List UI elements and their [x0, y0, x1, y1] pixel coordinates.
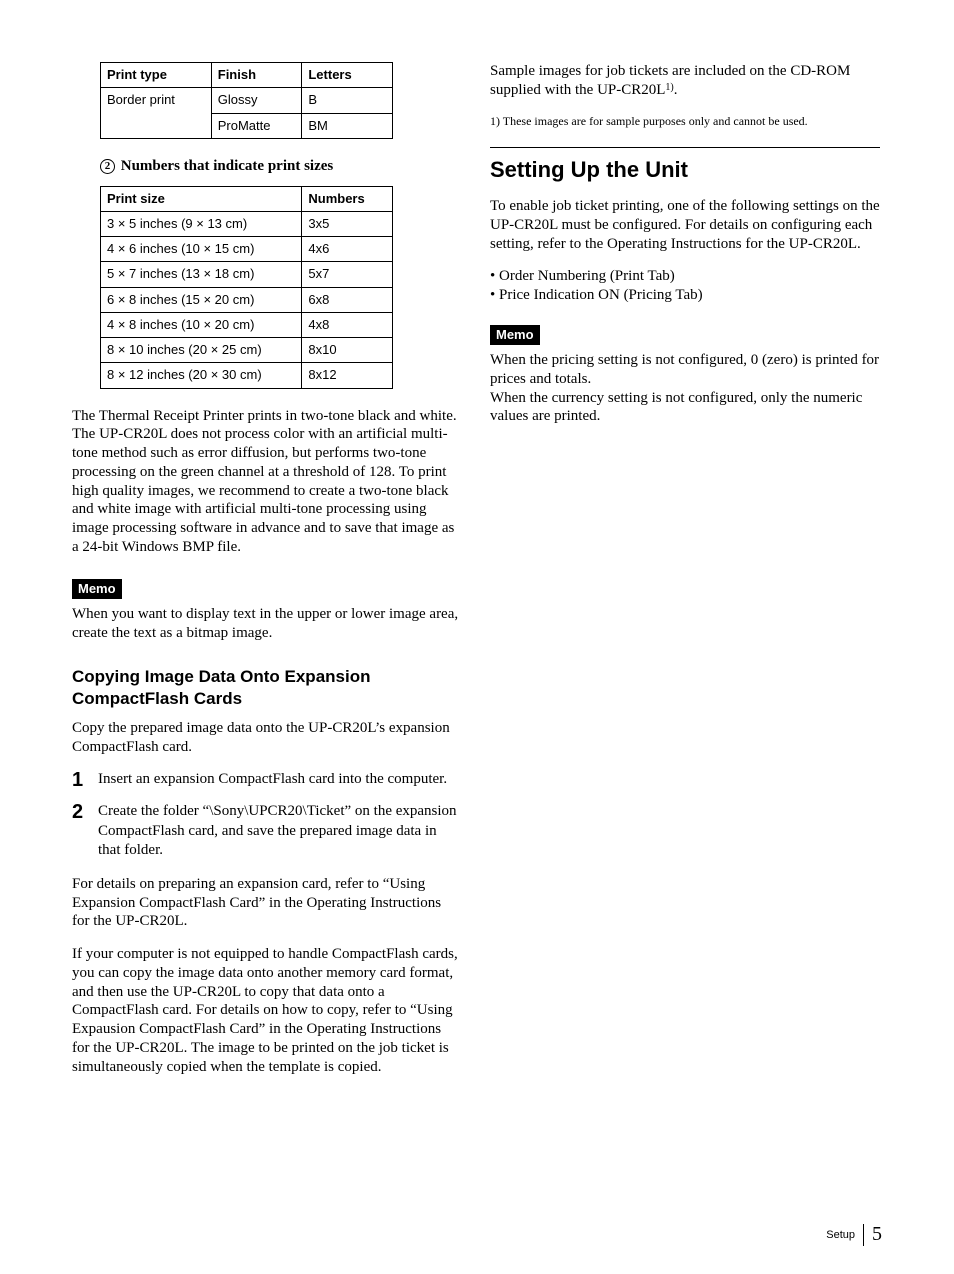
td: 4x6 — [302, 237, 393, 262]
td: 5x7 — [302, 262, 393, 287]
paragraph: Copy the prepared image data onto the UP… — [72, 719, 462, 757]
td: 3x5 — [302, 211, 393, 236]
step-1: 1 Insert an expansion CompactFlash card … — [72, 770, 462, 790]
footnote: 1) These images are for sample purposes … — [490, 114, 880, 129]
subsection-heading: Copying Image Data Onto Expansion Compac… — [72, 666, 462, 709]
steps-list: 1 Insert an expansion CompactFlash card … — [72, 770, 462, 861]
paragraph: To enable job ticket printing, one of th… — [490, 197, 880, 253]
td: 8 × 10 inches (20 × 25 cm) — [101, 338, 302, 363]
circled-number: 2 — [100, 159, 115, 174]
th-finish: Finish — [211, 63, 302, 88]
td: 6x8 — [302, 287, 393, 312]
th-print-type: Print type — [101, 63, 212, 88]
td: 4x8 — [302, 312, 393, 337]
step-number: 2 — [72, 802, 98, 822]
section-heading: Setting Up the Unit — [490, 156, 880, 184]
page-number: 5 — [872, 1223, 882, 1246]
paragraph: For details on preparing an expansion ca… — [72, 875, 462, 931]
footnote-ref: 1) — [665, 82, 673, 93]
memo-text: When you want to display text in the upp… — [72, 605, 462, 643]
memo-text: When the pricing setting is not configur… — [490, 351, 880, 426]
subcaption-text: Numbers that indicate print sizes — [121, 158, 334, 174]
right-column: Sample images for job tickets are includ… — [490, 62, 880, 1090]
th-numbers: Numbers — [302, 186, 393, 211]
td: 6 × 8 inches (15 × 20 cm) — [101, 287, 302, 312]
td: B — [302, 88, 393, 113]
paragraph: The Thermal Receipt Printer prints in tw… — [72, 407, 462, 557]
memo-badge: Memo — [490, 325, 540, 345]
print-size-table: Print size Numbers 3 × 5 inches (9 × 13 … — [100, 186, 393, 389]
section-divider — [490, 147, 880, 148]
td: Glossy — [211, 88, 302, 113]
td: 4 × 6 inches (10 × 15 cm) — [101, 237, 302, 262]
td: ProMatte — [211, 113, 302, 138]
step-number: 1 — [72, 770, 98, 790]
th-letters: Letters — [302, 63, 393, 88]
step-2: 2 Create the folder “\Sony\UPCR20\Ticket… — [72, 802, 462, 861]
step-body: Insert an expansion CompactFlash card in… — [98, 770, 462, 790]
td: 8 × 12 inches (20 × 30 cm) — [101, 363, 302, 388]
td: 5 × 7 inches (13 × 18 cm) — [101, 262, 302, 287]
list-item: Order Numbering (Print Tab) — [490, 267, 880, 286]
page-footer: Setup 5 — [826, 1223, 882, 1246]
td: BM — [302, 113, 393, 138]
td: 8x12 — [302, 363, 393, 388]
footer-section: Setup — [826, 1229, 855, 1241]
memo-badge: Memo — [72, 579, 122, 599]
td: Border print — [101, 88, 212, 139]
step-body: Create the folder “\Sony\UPCR20\Ticket” … — [98, 802, 462, 861]
paragraph: If your computer is not equipped to hand… — [72, 945, 462, 1076]
td: 4 × 8 inches (10 × 20 cm) — [101, 312, 302, 337]
bullet-list: Order Numbering (Print Tab) Price Indica… — [490, 267, 880, 305]
left-column: Print type Finish Letters Border print G… — [72, 62, 462, 1090]
footer-divider — [863, 1224, 864, 1246]
paragraph: Sample images for job tickets are includ… — [490, 62, 880, 100]
list-item: Price Indication ON (Pricing Tab) — [490, 286, 880, 305]
print-type-table: Print type Finish Letters Border print G… — [100, 62, 393, 139]
td: 3 × 5 inches (9 × 13 cm) — [101, 211, 302, 236]
th-print-size: Print size — [101, 186, 302, 211]
td: 8x10 — [302, 338, 393, 363]
subcaption: 2 Numbers that indicate print sizes — [100, 157, 462, 176]
